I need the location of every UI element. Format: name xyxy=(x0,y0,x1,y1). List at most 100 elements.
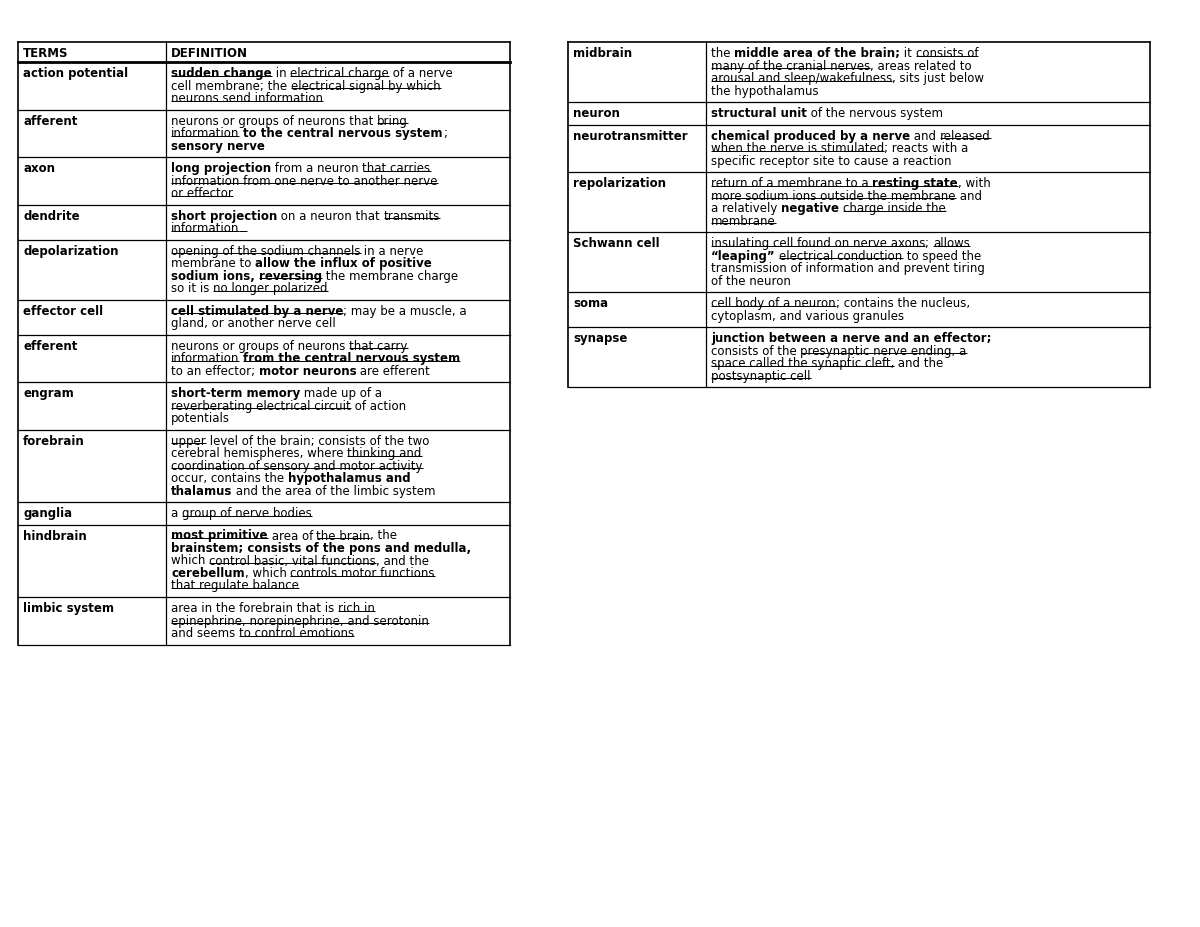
Text: cerebellum: cerebellum xyxy=(172,567,245,580)
Text: synapse: synapse xyxy=(574,332,628,345)
Text: of a nerve: of a nerve xyxy=(389,67,452,80)
Text: of the neuron: of the neuron xyxy=(710,274,791,287)
Text: neurons or groups of neurons that: neurons or groups of neurons that xyxy=(172,115,377,128)
Text: motor neurons: motor neurons xyxy=(259,364,356,377)
Text: on a neuron that: on a neuron that xyxy=(277,210,384,222)
Text: and seems: and seems xyxy=(172,627,239,640)
Text: the hypothalamus: the hypothalamus xyxy=(710,84,818,97)
Text: electrical conduction: electrical conduction xyxy=(779,249,902,262)
Text: long projection: long projection xyxy=(172,162,271,175)
Text: released: released xyxy=(940,130,991,143)
Text: structural unit: structural unit xyxy=(710,107,806,120)
Text: cerebral hemispheres, where: cerebral hemispheres, where xyxy=(172,447,347,460)
Text: in a nerve: in a nerve xyxy=(360,245,424,258)
Text: gland, or another nerve cell: gland, or another nerve cell xyxy=(172,317,336,330)
Text: occur, contains the: occur, contains the xyxy=(172,472,288,485)
Text: sudden change: sudden change xyxy=(172,67,271,80)
Text: in: in xyxy=(271,67,290,80)
Text: ;: ; xyxy=(443,127,446,140)
Text: the brain: the brain xyxy=(317,529,371,542)
Text: controls motor functions: controls motor functions xyxy=(290,567,434,580)
Text: reversing: reversing xyxy=(259,270,322,283)
Text: electrical signal by which: electrical signal by which xyxy=(290,80,440,93)
Text: to an effector;: to an effector; xyxy=(172,364,259,377)
Text: efferent: efferent xyxy=(23,339,77,352)
Text: junction between a nerve and an effector;: junction between a nerve and an effector… xyxy=(710,332,991,345)
Text: resting state: resting state xyxy=(872,177,958,190)
Text: charge inside the: charge inside the xyxy=(842,202,946,215)
Text: , with: , with xyxy=(958,177,991,190)
Text: hypothalamus and: hypothalamus and xyxy=(288,472,410,485)
Text: brainstem; consists of the pons and medulla,: brainstem; consists of the pons and medu… xyxy=(172,542,472,555)
Text: forebrain: forebrain xyxy=(23,435,85,448)
Text: membrane to: membrane to xyxy=(172,257,256,270)
Text: ; reacts with a: ; reacts with a xyxy=(884,142,968,155)
Text: area in the forebrain that is: area in the forebrain that is xyxy=(172,602,338,615)
Text: thinking and: thinking and xyxy=(347,447,421,460)
Text: dendrite: dendrite xyxy=(23,210,79,222)
Text: information: information xyxy=(172,127,239,140)
Text: from a neuron: from a neuron xyxy=(271,162,362,175)
Text: to the central nervous system: to the central nervous system xyxy=(244,127,443,140)
Text: specific receptor site to cause a reaction: specific receptor site to cause a reacti… xyxy=(710,155,952,168)
Text: many of the cranial nerves: many of the cranial nerves xyxy=(710,59,870,72)
Text: , which: , which xyxy=(245,567,290,580)
Text: “leaping”: “leaping” xyxy=(710,249,775,262)
Text: information from one nerve to another nerve: information from one nerve to another ne… xyxy=(172,174,438,187)
Text: ; may be a muscle, a: ; may be a muscle, a xyxy=(343,304,467,318)
Text: neuron: neuron xyxy=(574,107,620,120)
Text: repolarization: repolarization xyxy=(574,177,666,190)
Text: engram: engram xyxy=(23,387,73,400)
Text: postsynaptic cell: postsynaptic cell xyxy=(710,370,810,383)
Text: depolarization: depolarization xyxy=(23,245,119,258)
Text: ganglia: ganglia xyxy=(23,507,72,520)
Text: electrical charge: electrical charge xyxy=(290,67,389,80)
Text: the membrane charge: the membrane charge xyxy=(322,270,458,283)
Text: made up of a: made up of a xyxy=(300,387,383,400)
Text: epinephrine, norepinephrine, and serotonin: epinephrine, norepinephrine, and seroton… xyxy=(172,615,428,628)
Text: cell body of a neuron: cell body of a neuron xyxy=(710,297,835,310)
Text: it: it xyxy=(900,47,916,60)
Text: allow the influx of positive: allow the influx of positive xyxy=(256,257,432,270)
Text: opening of the sodium channels: opening of the sodium channels xyxy=(172,245,360,258)
Text: , the: , the xyxy=(371,529,397,542)
Text: afferent: afferent xyxy=(23,115,77,128)
Text: hindbrain: hindbrain xyxy=(23,529,86,542)
Text: action potential: action potential xyxy=(23,67,128,80)
Text: effector cell: effector cell xyxy=(23,304,103,318)
Text: more sodium ions outside the membrane: more sodium ions outside the membrane xyxy=(710,189,955,202)
Text: from the central nervous system: from the central nervous system xyxy=(244,352,461,365)
Text: of action: of action xyxy=(350,400,406,413)
Text: rich in: rich in xyxy=(338,602,374,615)
Text: a relatively: a relatively xyxy=(710,202,781,215)
Text: neurotransmitter: neurotransmitter xyxy=(574,130,688,143)
Text: information: information xyxy=(172,222,239,235)
Text: no longer polarized: no longer polarized xyxy=(214,282,328,295)
Text: to speed the: to speed the xyxy=(902,249,980,262)
Text: bring: bring xyxy=(377,115,408,128)
Text: most primitive: most primitive xyxy=(172,529,268,542)
Text: cytoplasm, and various granules: cytoplasm, and various granules xyxy=(710,310,904,323)
Text: are efferent: are efferent xyxy=(356,364,431,377)
Text: group of nerve bodies: group of nerve bodies xyxy=(182,507,312,520)
Text: upper: upper xyxy=(172,435,205,448)
Text: and: and xyxy=(955,189,982,202)
Text: negative: negative xyxy=(781,202,839,215)
Text: short-term memory: short-term memory xyxy=(172,387,300,400)
Text: coordination of sensory and motor activity: coordination of sensory and motor activi… xyxy=(172,460,422,473)
Text: sodium ions,: sodium ions, xyxy=(172,270,254,283)
Text: arousal and sleep/wakefulness: arousal and sleep/wakefulness xyxy=(710,72,893,85)
Text: potentials: potentials xyxy=(172,412,230,425)
Text: DEFINITION: DEFINITION xyxy=(172,47,248,60)
Text: chemical produced by a nerve: chemical produced by a nerve xyxy=(710,130,910,143)
Text: level of the brain; consists of the two: level of the brain; consists of the two xyxy=(205,435,430,448)
Text: cell membrane; the: cell membrane; the xyxy=(172,80,290,93)
Text: space called the synaptic cleft,: space called the synaptic cleft, xyxy=(710,357,894,370)
Text: , and the: , and the xyxy=(376,554,428,567)
Text: and: and xyxy=(910,130,940,143)
Text: which: which xyxy=(172,554,209,567)
Text: control basic, vital functions: control basic, vital functions xyxy=(209,554,376,567)
Text: presynaptic nerve ending, a: presynaptic nerve ending, a xyxy=(800,345,967,358)
Text: thalamus: thalamus xyxy=(172,485,233,498)
Text: and the area of the limbic system: and the area of the limbic system xyxy=(233,485,436,498)
